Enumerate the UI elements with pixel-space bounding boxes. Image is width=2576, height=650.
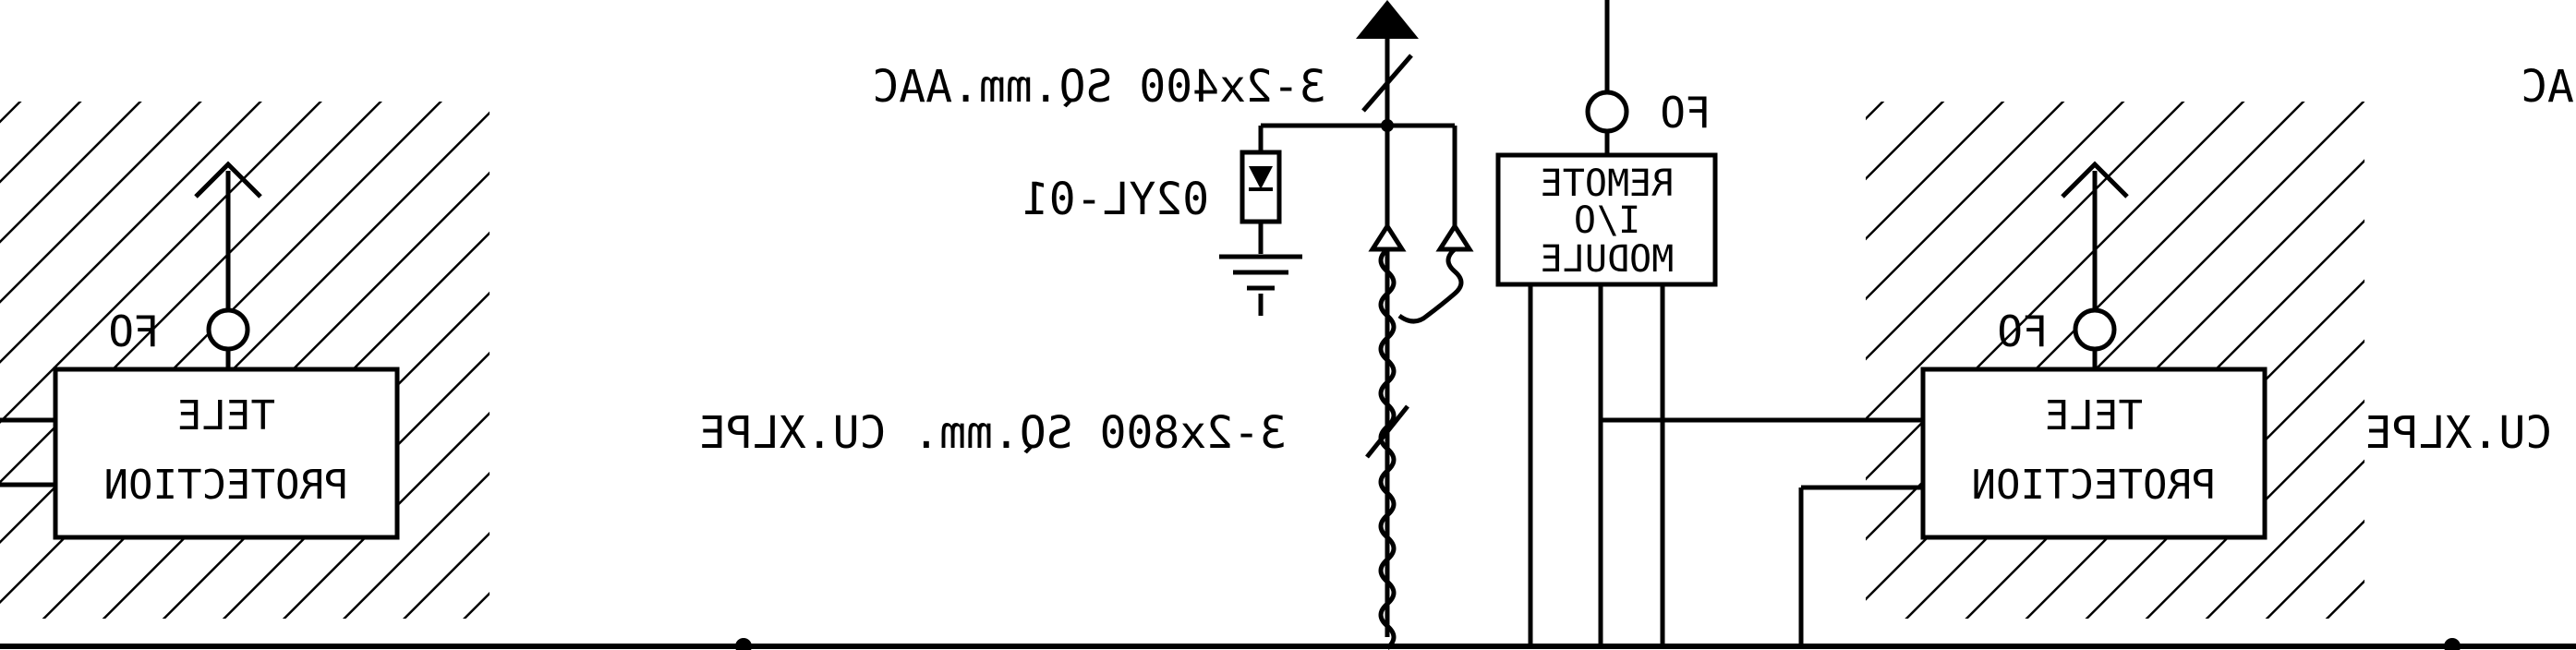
fo-label-left: FO: [108, 307, 159, 356]
cable-label-mid-left: 3-2x800 SQ.mm. CU.XLPE: [699, 407, 1287, 459]
hatched-zone-right: [1866, 102, 2364, 619]
cable-label-mid-right: CU.XLPE: [2365, 407, 2552, 459]
tele-left-line2: PROTECTION: [104, 462, 349, 509]
remote-line1: REMOTE: [1541, 162, 1675, 205]
surge-arrester-label: 02YL-01: [1022, 174, 1209, 225]
current-transformers: [1365, 126, 1474, 650]
remote-line3: MODULE: [1541, 238, 1675, 281]
tele-right-line2: PROTECTION: [1972, 462, 2217, 509]
fo-label-right: FO: [1997, 307, 2048, 356]
remote-line2: I/O: [1574, 199, 1640, 242]
tele-protection-right: [1601, 161, 2268, 646]
bus-node-right: [2444, 638, 2461, 650]
bus-node-left: [735, 638, 752, 650]
fo-label-center: FO: [1660, 88, 1711, 138]
cable-label-top-right: AC: [2521, 61, 2574, 113]
surge-arrester: [1219, 126, 1302, 316]
remote-io-module: [1495, 0, 1718, 646]
tele-left-line1: TELE: [177, 392, 275, 439]
cable-label-top-left: 3-2x400 SQ.mm.AAC: [872, 61, 1325, 113]
tele-right-line1: TELE: [2045, 392, 2143, 439]
tele-protection-left: [0, 161, 400, 540]
